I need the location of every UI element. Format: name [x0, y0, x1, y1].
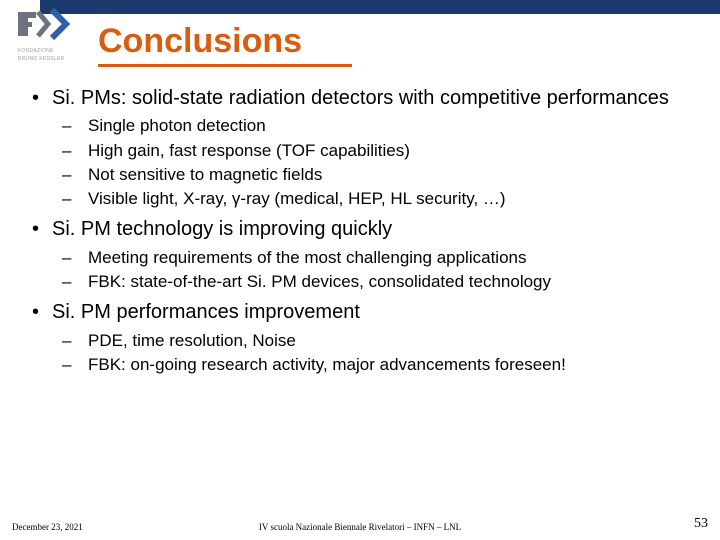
bullet-level2: –Visible light, X-ray, γ-ray (medical, H… [28, 188, 692, 209]
bullet-text: Si. PM technology is improving quickly [52, 217, 692, 241]
bullet-level1: •Si. PM technology is improving quickly [28, 217, 692, 241]
bullet-sub-text: Visible light, X-ray, γ-ray (medical, HE… [88, 188, 692, 209]
bullet-text: Si. PM performances improvement [52, 300, 692, 324]
fbk-logo-icon [18, 8, 74, 42]
bullet-sub-text: Meeting requirements of the most challen… [88, 247, 692, 268]
footer-center: IV scuola Nazionale Biennale Rivelatori … [0, 522, 720, 532]
header-bar [40, 0, 720, 14]
bullet-dot-icon: • [28, 86, 52, 110]
content-area: •Si. PMs: solid-state radiation detector… [28, 78, 692, 375]
bullet-dot-icon: • [28, 217, 52, 241]
bullet-sub-text: FBK: state-of-the-art Si. PM devices, co… [88, 271, 692, 292]
bullet-level2: –Not sensitive to magnetic fields [28, 164, 692, 185]
logo-subtext-1: FONDAZIONE [18, 49, 88, 55]
title-underline [98, 64, 352, 67]
bullet-level1: •Si. PM performances improvement [28, 300, 692, 324]
bullet-sub-text: PDE, time resolution, Noise [88, 330, 692, 351]
footer: December 23, 2021 IV scuola Nazionale Bi… [0, 514, 720, 532]
bullet-dash-icon: – [28, 354, 88, 375]
bullet-dash-icon: – [28, 115, 88, 136]
bullet-dash-icon: – [28, 330, 88, 351]
bullet-dash-icon: – [28, 247, 88, 268]
bullet-sub-text: High gain, fast response (TOF capabiliti… [88, 140, 692, 161]
logo: FONDAZIONE BRUNO KESSLER [18, 8, 88, 56]
bullet-level2: –FBK: on-going research activity, major … [28, 354, 692, 375]
bullet-dash-icon: – [28, 188, 88, 209]
bullet-dash-icon: – [28, 271, 88, 292]
footer-page-number: 53 [694, 516, 708, 532]
bullet-level2: –PDE, time resolution, Noise [28, 330, 692, 351]
bullet-level2: –Meeting requirements of the most challe… [28, 247, 692, 268]
bullet-text: Si. PMs: solid-state radiation detectors… [52, 86, 692, 110]
bullet-level2: –FBK: state-of-the-art Si. PM devices, c… [28, 271, 692, 292]
bullet-level2: –High gain, fast response (TOF capabilit… [28, 140, 692, 161]
bullet-dot-icon: • [28, 300, 52, 324]
logo-subtext-2: BRUNO KESSLER [18, 57, 88, 63]
bullet-level1: •Si. PMs: solid-state radiation detector… [28, 86, 692, 110]
bullet-sub-text: FBK: on-going research activity, major a… [88, 354, 692, 375]
bullet-sub-text: Not sensitive to magnetic fields [88, 164, 692, 185]
slide-title: Conclusions [98, 22, 302, 61]
bullet-sub-text: Single photon detection [88, 115, 692, 136]
bullet-dash-icon: – [28, 140, 88, 161]
bullet-level2: –Single photon detection [28, 115, 692, 136]
bullet-dash-icon: – [28, 164, 88, 185]
